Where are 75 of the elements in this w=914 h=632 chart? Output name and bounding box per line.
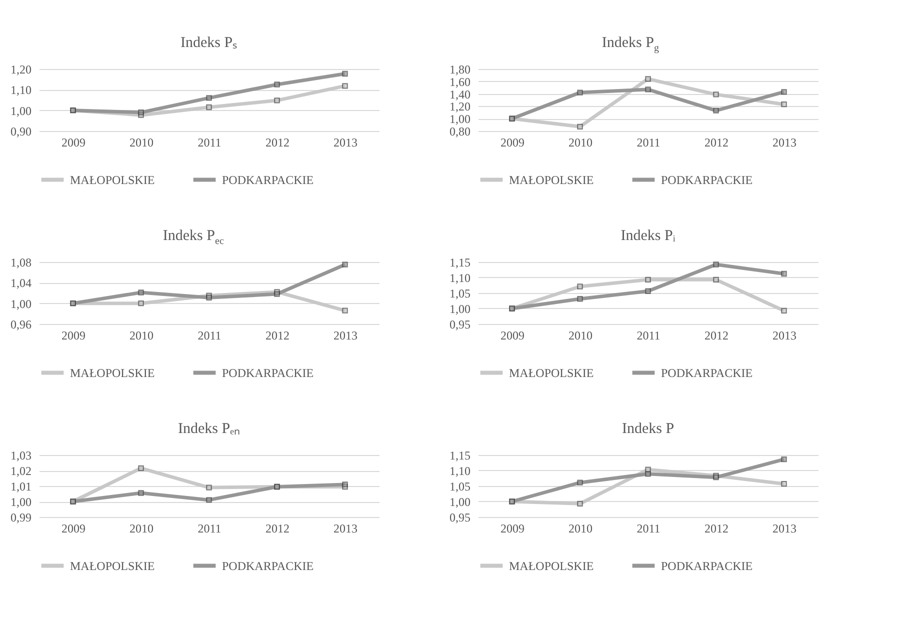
y-tick-label: 0,90 (10, 124, 32, 138)
y-tick-label: 1,08 (10, 256, 32, 270)
x-tick-label: 2012 (266, 328, 290, 342)
legend-label: MAŁOPOLSKIE (70, 366, 155, 380)
x-tick-label: 2011 (636, 328, 660, 342)
legend-label: PODKARPACKIE (661, 558, 753, 573)
x-tick-label: 2010 (568, 136, 592, 150)
y-tick-label: 1,00 (10, 495, 32, 509)
legend-label: PODKARPACKIE (222, 172, 314, 187)
x-tick-label: 2010 (130, 328, 154, 342)
x-tick-label: 2011 (198, 522, 222, 536)
x-tick-label: 2013 (334, 328, 358, 342)
y-tick-label: 0,95 (450, 510, 470, 524)
x-tick-label: 2010 (130, 136, 154, 150)
x-tick-label: 2010 (568, 328, 592, 342)
y-tick-label: 1,10 (450, 271, 470, 285)
y-tick-label: 1,80 (450, 62, 470, 76)
chart-title: Indeks Pₛ (180, 35, 238, 51)
y-tick-label: 1,20 (450, 100, 470, 114)
x-tick-label: 2013 (334, 136, 358, 150)
x-tick-label: 2009 (500, 328, 524, 342)
legend-label: MAŁOPOLSKIE (70, 172, 155, 187)
x-tick-label: 2013 (772, 522, 796, 536)
y-tick-label: 1,15 (450, 256, 470, 270)
legend-label: PODKARPACKIE (661, 172, 753, 187)
legend-label: MAŁOPOLSKIE (509, 366, 594, 380)
y-tick-label: 1,20 (10, 62, 32, 76)
x-tick-label: 2010 (568, 522, 592, 536)
x-tick-label: 2011 (636, 522, 660, 536)
x-tick-label: 2012 (704, 328, 728, 342)
legend-label: MAŁOPOLSKIE (509, 558, 594, 573)
legend-label: PODKARPACKIE (661, 366, 753, 380)
x-tick-label: 2011 (636, 136, 660, 150)
y-tick-label: 1,15 (450, 448, 470, 462)
x-tick-label: 2012 (266, 522, 290, 536)
chart-title: Indeks Pᵢ (620, 228, 676, 244)
y-tick-label: 0,95 (450, 318, 470, 332)
y-tick-label: 1,00 (450, 302, 470, 316)
legend-label: PODKARPACKIE (222, 558, 314, 573)
y-tick-label: 1,00 (10, 296, 32, 311)
x-tick-label: 2009 (500, 136, 524, 150)
y-tick-label: 1,10 (10, 83, 32, 98)
legend-label: MAŁOPOLSKIE (509, 172, 594, 187)
x-tick-label: 2012 (704, 522, 728, 536)
legend-label: PODKARPACKIE (222, 366, 314, 380)
y-tick-label: 1,00 (450, 495, 470, 509)
x-tick-label: 2009 (62, 328, 86, 342)
y-tick-label: 0,96 (10, 318, 32, 332)
x-tick-label: 2009 (500, 522, 524, 536)
legend-label: MAŁOPOLSKIE (70, 558, 155, 573)
y-tick-label: 1,10 (450, 464, 470, 478)
x-tick-label: 2011 (198, 136, 222, 150)
y-tick-label: 1,05 (450, 286, 470, 300)
y-tick-label: 1,60 (450, 74, 470, 89)
x-tick-label: 2009 (62, 522, 86, 536)
y-tick-label: 1,00 (10, 104, 32, 118)
x-tick-label: 2011 (198, 328, 222, 342)
y-tick-label: 0,80 (450, 124, 470, 138)
x-tick-label: 2013 (334, 522, 358, 536)
y-tick-label: 1,04 (10, 276, 32, 290)
x-tick-label: 2013 (772, 136, 796, 150)
x-tick-label: 2010 (130, 522, 154, 536)
chart-title: Indeks P (622, 421, 674, 437)
x-tick-label: 2009 (62, 136, 86, 150)
y-tick-label: 1,03 (10, 448, 32, 462)
chart-title: Indeks Pₑₙ (178, 421, 240, 437)
x-tick-label: 2012 (266, 136, 290, 150)
x-tick-label: 2013 (772, 328, 796, 342)
y-tick-label: 1,02 (10, 464, 32, 478)
y-tick-label: 0,99 (10, 510, 32, 524)
y-tick-label: 1,00 (450, 112, 470, 126)
x-tick-label: 2012 (704, 136, 728, 150)
y-tick-label: 1,40 (450, 87, 470, 102)
y-tick-label: 1,01 (10, 480, 32, 494)
y-tick-label: 1,05 (450, 480, 470, 494)
